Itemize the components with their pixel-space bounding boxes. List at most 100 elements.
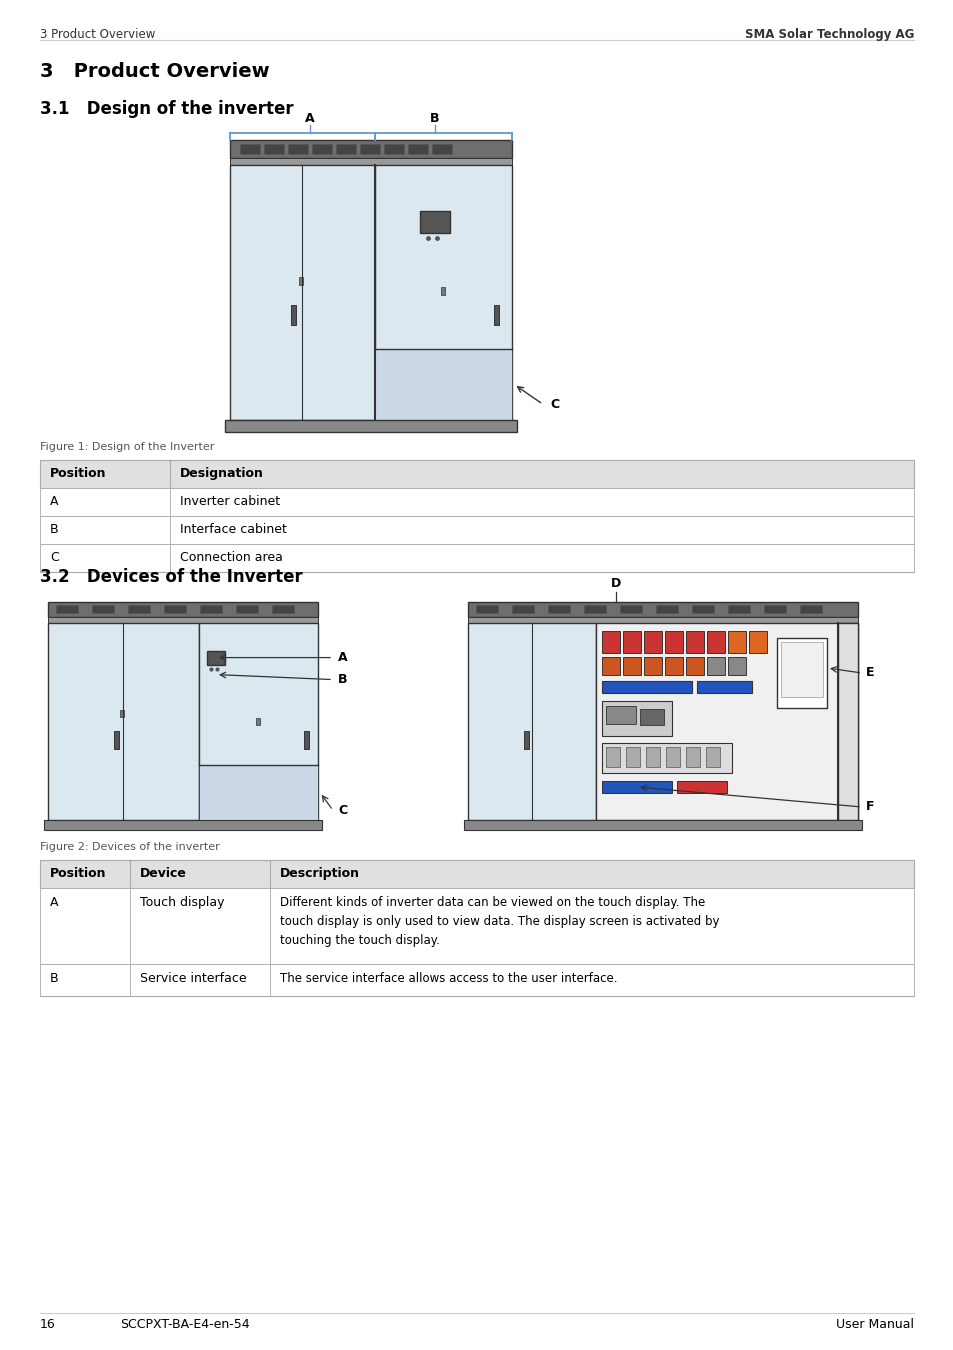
Bar — [601, 782, 671, 792]
Bar — [207, 651, 225, 664]
Bar — [601, 743, 731, 774]
Bar — [91, 605, 113, 613]
Bar — [664, 630, 682, 653]
Text: 3.2   Devices of the Inverter: 3.2 Devices of the Inverter — [40, 568, 302, 586]
Bar — [200, 605, 222, 613]
Bar — [199, 765, 317, 819]
Text: F: F — [865, 801, 874, 814]
Bar — [605, 747, 619, 767]
Bar — [312, 144, 332, 154]
Bar — [601, 630, 619, 653]
Text: A: A — [50, 896, 58, 909]
Text: B: B — [337, 674, 347, 686]
Text: A: A — [50, 495, 58, 508]
Text: E: E — [865, 667, 874, 679]
Text: C: C — [337, 803, 347, 817]
Bar — [665, 747, 679, 767]
Text: Figure 1: Design of the Inverter: Figure 1: Design of the Inverter — [40, 441, 214, 452]
Bar — [384, 144, 403, 154]
Text: touch display is only used to view data. The display screen is activated by: touch display is only used to view data.… — [280, 915, 719, 927]
Bar — [288, 144, 308, 154]
Bar — [706, 630, 724, 653]
Bar — [601, 680, 691, 693]
Bar — [375, 165, 512, 420]
Bar — [468, 602, 857, 617]
Bar — [40, 964, 913, 996]
Bar — [664, 657, 682, 675]
Bar — [583, 605, 605, 613]
Text: B: B — [50, 972, 58, 986]
Bar — [48, 622, 199, 819]
Text: SCCPXT-BA-E4-en-54: SCCPXT-BA-E4-en-54 — [120, 1318, 250, 1331]
Bar — [643, 657, 661, 675]
Bar — [120, 710, 124, 717]
Bar — [476, 605, 497, 613]
Text: Description: Description — [280, 867, 359, 880]
Bar — [40, 487, 913, 516]
Bar — [685, 747, 700, 767]
Bar — [763, 605, 785, 613]
Bar — [235, 605, 257, 613]
Text: Position: Position — [50, 467, 107, 481]
Bar — [622, 657, 640, 675]
Text: B: B — [50, 522, 58, 536]
Bar — [230, 165, 375, 420]
Bar — [408, 144, 428, 154]
Bar — [776, 639, 826, 707]
Bar — [625, 747, 639, 767]
Text: Connection area: Connection area — [180, 551, 283, 564]
Bar — [691, 605, 713, 613]
Bar — [164, 605, 186, 613]
Text: The service interface allows access to the user interface.: The service interface allows access to t… — [280, 972, 617, 986]
Bar — [468, 622, 596, 819]
Bar — [432, 144, 452, 154]
Text: 3   Product Overview: 3 Product Overview — [40, 62, 270, 81]
Bar — [264, 144, 284, 154]
Text: 16: 16 — [40, 1318, 55, 1331]
Bar — [40, 516, 913, 544]
Bar — [596, 622, 857, 819]
Text: 3.1   Design of the inverter: 3.1 Design of the inverter — [40, 100, 294, 117]
Bar — [512, 605, 534, 613]
Text: C: C — [50, 551, 59, 564]
Text: SMA Solar Technology AG: SMA Solar Technology AG — [744, 28, 913, 40]
Bar — [781, 643, 822, 697]
Bar — [128, 605, 150, 613]
Bar — [645, 747, 659, 767]
Bar — [230, 158, 512, 165]
Bar — [48, 617, 317, 622]
Text: Different kinds of inverter data can be viewed on the touch display. The: Different kinds of inverter data can be … — [280, 896, 704, 909]
Bar — [335, 144, 355, 154]
Text: Inverter cabinet: Inverter cabinet — [180, 495, 280, 508]
Text: A: A — [337, 651, 347, 664]
Bar — [622, 630, 640, 653]
Bar — [727, 605, 749, 613]
Bar — [601, 657, 619, 675]
Bar — [601, 701, 671, 736]
Bar — [727, 657, 745, 675]
Bar — [705, 747, 720, 767]
Text: User Manual: User Manual — [835, 1318, 913, 1331]
Bar — [677, 782, 726, 792]
Bar — [272, 605, 294, 613]
Bar — [468, 617, 857, 622]
Bar — [639, 709, 663, 725]
Bar — [40, 544, 913, 572]
Bar — [800, 605, 821, 613]
Bar — [837, 622, 857, 819]
Bar — [643, 630, 661, 653]
Text: 3 Product Overview: 3 Product Overview — [40, 28, 155, 40]
Text: Touch display: Touch display — [140, 896, 224, 909]
Bar — [685, 630, 703, 653]
Bar — [494, 305, 498, 325]
Bar — [463, 819, 862, 830]
Bar — [685, 657, 703, 675]
Bar — [359, 144, 379, 154]
Bar — [706, 657, 724, 675]
Bar — [113, 732, 119, 749]
Bar — [656, 605, 678, 613]
Bar — [225, 420, 517, 432]
Text: B: B — [430, 112, 439, 126]
Bar — [56, 605, 78, 613]
Bar — [40, 460, 913, 487]
